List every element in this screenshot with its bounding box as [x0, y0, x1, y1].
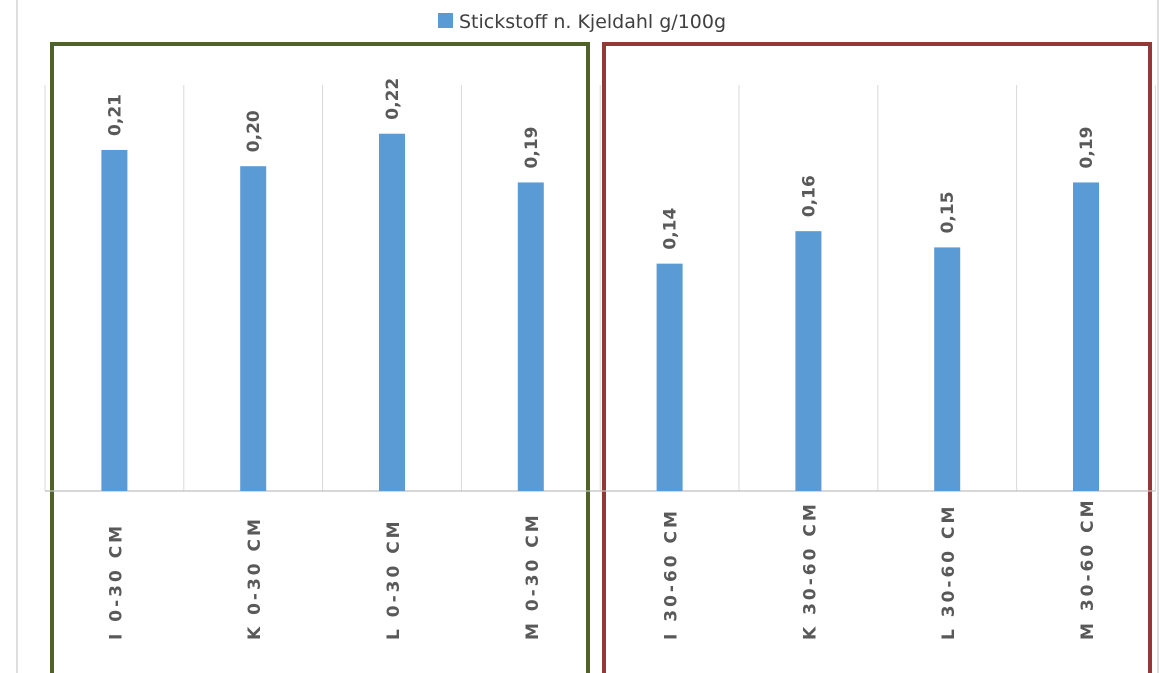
bar: [795, 231, 822, 491]
data-label: 0,19: [1077, 126, 1097, 168]
data-label: 0,15: [938, 191, 958, 233]
data-labels: 0,21 0,20 0,22 0,19 0,14 0,16 0,15 0,19: [105, 78, 1097, 250]
data-label: 0,21: [105, 94, 125, 136]
x-tick-label: K 0-30 CM: [245, 516, 265, 640]
data-label: 0,14: [661, 208, 681, 250]
bars: [101, 133, 1099, 491]
category-tick-labels: I 0-30 CM K 0-30 CM L 0-30 CM M 0-30 CM I 30…: [106, 497, 1098, 640]
data-label: 0,20: [244, 110, 264, 152]
x-tick-label: L 30-60 CM: [939, 504, 959, 640]
x-tick-label: M 0-30 CM: [523, 512, 543, 640]
data-label: 0,19: [522, 126, 542, 168]
legend-label: Stickstoff n. Kjeldahl g/100g: [459, 11, 726, 33]
group-box-30-60: [602, 42, 1152, 673]
x-tick-label: K 30-60 CM: [800, 501, 820, 640]
data-label: 0,22: [383, 78, 403, 120]
x-tick-label: I 0-30 CM: [106, 523, 126, 640]
bar: [1073, 182, 1099, 491]
bar: [517, 182, 544, 491]
data-label: 0,16: [799, 175, 819, 217]
bar: [656, 263, 683, 491]
x-tick-label: M 30-60 CM: [1078, 497, 1098, 640]
bar: [240, 166, 267, 491]
vertical-gridlines: [44, 85, 1156, 492]
bar: [934, 247, 961, 491]
chart-decor: [16, 0, 1159, 673]
bar: [379, 133, 405, 491]
x-tick-label: I 30-60 CM: [662, 508, 682, 640]
legend-swatch: [438, 13, 453, 28]
legend[interactable]: Stickstoff n. Kjeldahl g/100g: [438, 11, 726, 33]
group-box-0-30: [50, 42, 590, 673]
x-tick-label: L 0-30 CM: [384, 518, 404, 640]
bar: [101, 149, 128, 491]
